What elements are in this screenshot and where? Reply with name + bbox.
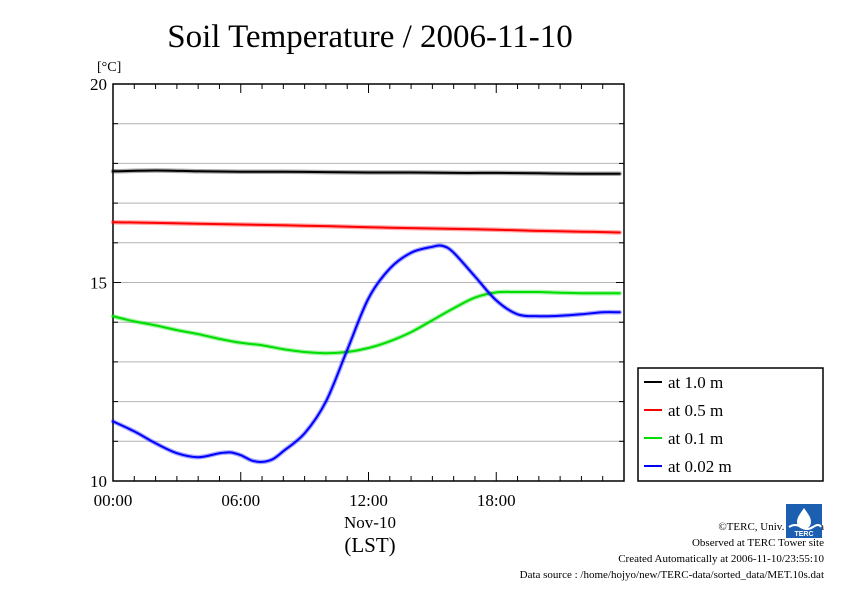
x-tick-label: 18:00 [477, 491, 516, 510]
legend-label: at 1.0 m [668, 373, 723, 392]
credit-data-source: Data source : /home/hojyo/new/TERC-data/… [519, 569, 824, 581]
x-tick-label: 12:00 [349, 491, 388, 510]
y-tick-label: 20 [90, 75, 107, 94]
x-axis-title: (LST) [344, 533, 395, 557]
credit-copyright: ©TERC, Univ. Tsukuba [718, 521, 824, 533]
y-tick-label: 10 [90, 472, 107, 491]
series-line-at-0-1-m [112, 290, 621, 355]
series-line-at-1-0-m [112, 169, 621, 175]
series-line-at-0-02-m [112, 244, 621, 463]
legend-label: at 0.02 m [668, 457, 732, 476]
series-line-at-0-5-m [112, 221, 621, 234]
credit-created-time: Created Automatically at 2006-11-10/23:5… [618, 553, 824, 565]
legend: at 1.0 m at 0.5 m at 0.1 m at 0.02 m [637, 367, 824, 482]
legend-label: at 0.5 m [668, 401, 723, 420]
legend-label: at 0.1 m [668, 429, 723, 448]
credit-observed-site: Observed at TERC Tower site [691, 537, 824, 549]
series-halo-at-0-02-m [110, 243, 622, 465]
y-axis-unit: [°C] [97, 60, 121, 75]
x-tick-label: 06:00 [221, 491, 260, 510]
y-tick-label: 15 [90, 274, 107, 293]
x-axis-date-label: Nov-10 [344, 513, 396, 532]
svg-text:TERC: TERC [794, 531, 813, 538]
credits: ©TERC, Univ. Tsukuba Observed at TERC To… [520, 519, 824, 583]
terc-logo-icon: TERC [786, 504, 822, 538]
x-tick-label: 00:00 [94, 491, 133, 510]
chart-title: Soil Temperature / 2006-11-10 [167, 19, 573, 55]
plot-area: 10 15 20 00:00 06:00 12:00 18:00 [90, 75, 625, 510]
legend-box [637, 367, 824, 482]
